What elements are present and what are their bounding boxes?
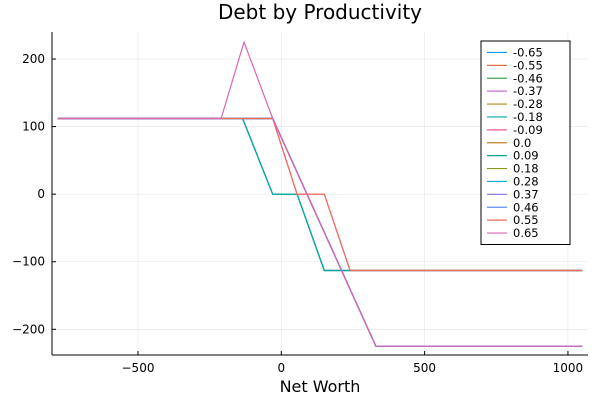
series-line-13 — [57, 117, 583, 272]
y-tick-label: 200 — [22, 52, 45, 66]
x-tick-label: 1000 — [553, 361, 584, 375]
x-axis-title: Net Worth — [280, 377, 361, 396]
tick-labels: −500 0 500 1000 −200 −100 0 100 200 — [12, 52, 583, 375]
legend-label: 0.0 — [513, 136, 531, 150]
legend-label: 0.18 — [513, 162, 539, 176]
legend-label: -0.18 — [513, 110, 543, 124]
series-line-14 — [57, 41, 583, 347]
legend-label: -0.55 — [513, 58, 543, 72]
legend-label: -0.09 — [513, 123, 543, 137]
x-tick-label: 500 — [413, 361, 436, 375]
legend-label: 0.28 — [513, 174, 539, 188]
y-tick-label: −200 — [12, 322, 45, 336]
axes — [51, 32, 588, 356]
legend: -0.65-0.55-0.46-0.37-0.28-0.18-0.090.00.… — [480, 40, 571, 245]
legend-label: 0.65 — [513, 226, 539, 240]
legend-label: 0.37 — [513, 187, 539, 201]
legend-label: -0.46 — [513, 71, 543, 85]
y-tick-label: −100 — [12, 255, 45, 269]
y-tick-label: 100 — [22, 120, 45, 134]
legend-label: -0.37 — [513, 84, 543, 98]
legend-label: 0.55 — [513, 213, 539, 227]
legend-label: 0.46 — [513, 200, 539, 214]
legend-label: -0.28 — [513, 97, 543, 111]
x-tick-label: −500 — [122, 361, 155, 375]
legend-label: 0.09 — [513, 149, 539, 163]
x-tick-label: 0 — [277, 361, 285, 375]
chart-title: Debt by Productivity — [218, 0, 422, 24]
legend-label: -0.65 — [513, 45, 543, 59]
y-tick-label: 0 — [37, 187, 45, 201]
series-lines — [57, 41, 583, 347]
